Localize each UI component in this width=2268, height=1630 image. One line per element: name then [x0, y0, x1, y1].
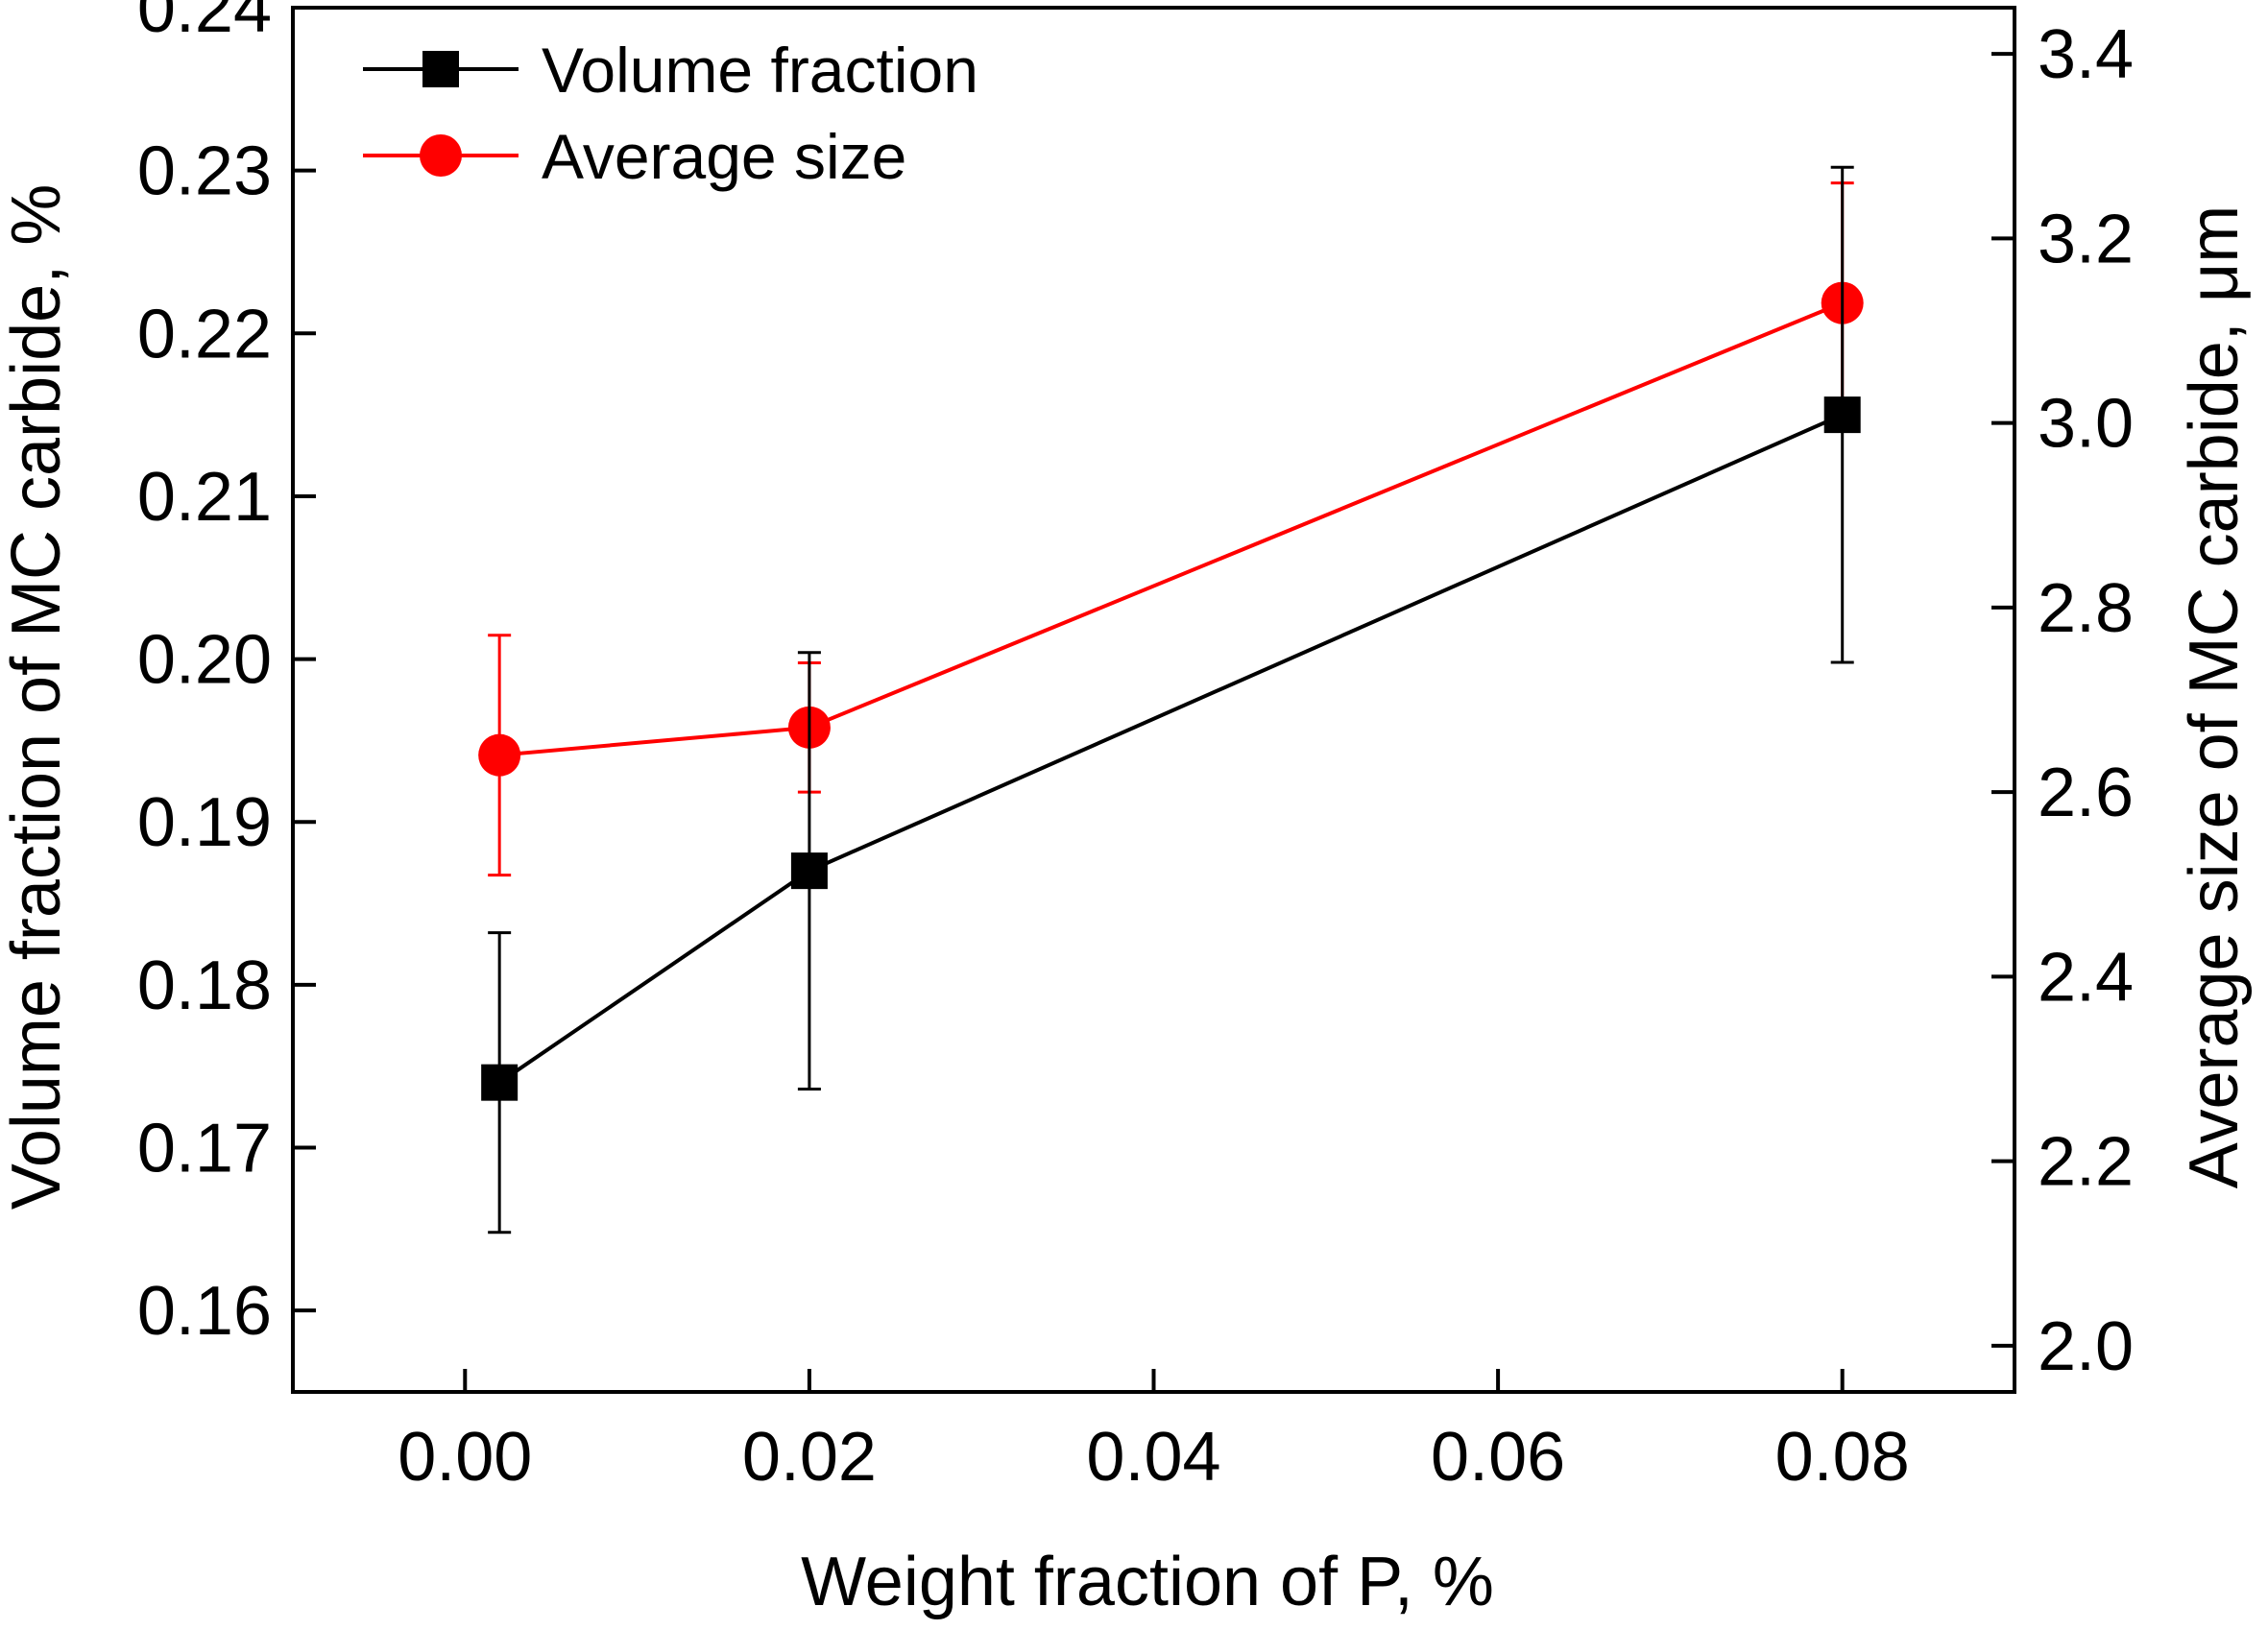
y-tick-label: 0.22 [137, 296, 272, 372]
x-axis-title: Weight fraction of P, % [801, 1544, 1494, 1620]
legend-marker [420, 134, 462, 177]
y2-tick-label: 2.4 [2038, 939, 2134, 1016]
y2-tick-label: 3.4 [2038, 16, 2134, 93]
x-tick-label: 0.08 [1775, 1419, 1910, 1496]
y-tick-label: 0.21 [137, 459, 272, 536]
y2-tick-label: 2.2 [2038, 1124, 2134, 1201]
y-tick-label: 0.19 [137, 784, 272, 861]
y-axis-left: 0.16 0.17 0.18 0.19 0.20 0.21 0.22 0.23 0.24 [137, 0, 316, 1350]
y-tick-label: 0.17 [137, 1111, 272, 1187]
series-average-size [478, 181, 1864, 877]
y-axis-right-title: Average size of MC carbide, μm [2176, 205, 2253, 1189]
series-layer [478, 165, 1864, 1234]
y-tick-label: 0.23 [137, 133, 272, 210]
x-tick-label: 0.00 [398, 1419, 532, 1496]
x-tick-label: 0.06 [1431, 1419, 1565, 1496]
y2-tick-label: 3.2 [2038, 201, 2134, 277]
series-line [498, 413, 1844, 1085]
plot-area [291, 6, 2016, 1394]
data-point [790, 852, 828, 890]
y2-tick-label: 2.6 [2038, 755, 2134, 831]
y-axis-left-title: Volume fraction of MC carbide, % [0, 184, 75, 1210]
y-axis-right: 2.0 2.2 2.4 2.6 2.8 3.0 3.2 3.4 [1991, 16, 2134, 1385]
legend-label: Average size [542, 121, 906, 192]
x-tick-label: 0.04 [1086, 1419, 1220, 1496]
series-line [498, 300, 1844, 757]
legend-item: Average size [363, 121, 906, 192]
legend-label: Volume fraction [542, 35, 978, 106]
data-point [481, 1064, 519, 1101]
series-volume-fraction [481, 165, 1861, 1234]
y-tick-label: 0.24 [137, 0, 272, 47]
legend-marker [422, 51, 459, 87]
y-tick-label: 0.18 [137, 947, 272, 1024]
y-tick-label: 0.20 [137, 622, 272, 699]
data-point [478, 733, 521, 777]
y2-tick-label: 3.0 [2038, 386, 2134, 463]
x-axis: 0.00 0.02 0.04 0.06 0.08 [398, 1369, 1910, 1496]
x-tick-label: 0.02 [742, 1419, 877, 1496]
legend-item: Volume fraction [363, 35, 978, 106]
y2-tick-label: 2.8 [2038, 570, 2134, 647]
y2-tick-label: 2.0 [2038, 1308, 2134, 1385]
y-tick-label: 0.16 [137, 1273, 272, 1350]
data-point [1823, 396, 1861, 434]
plot-frame [291, 6, 2016, 1394]
legend: Volume fraction Average size [363, 35, 978, 192]
